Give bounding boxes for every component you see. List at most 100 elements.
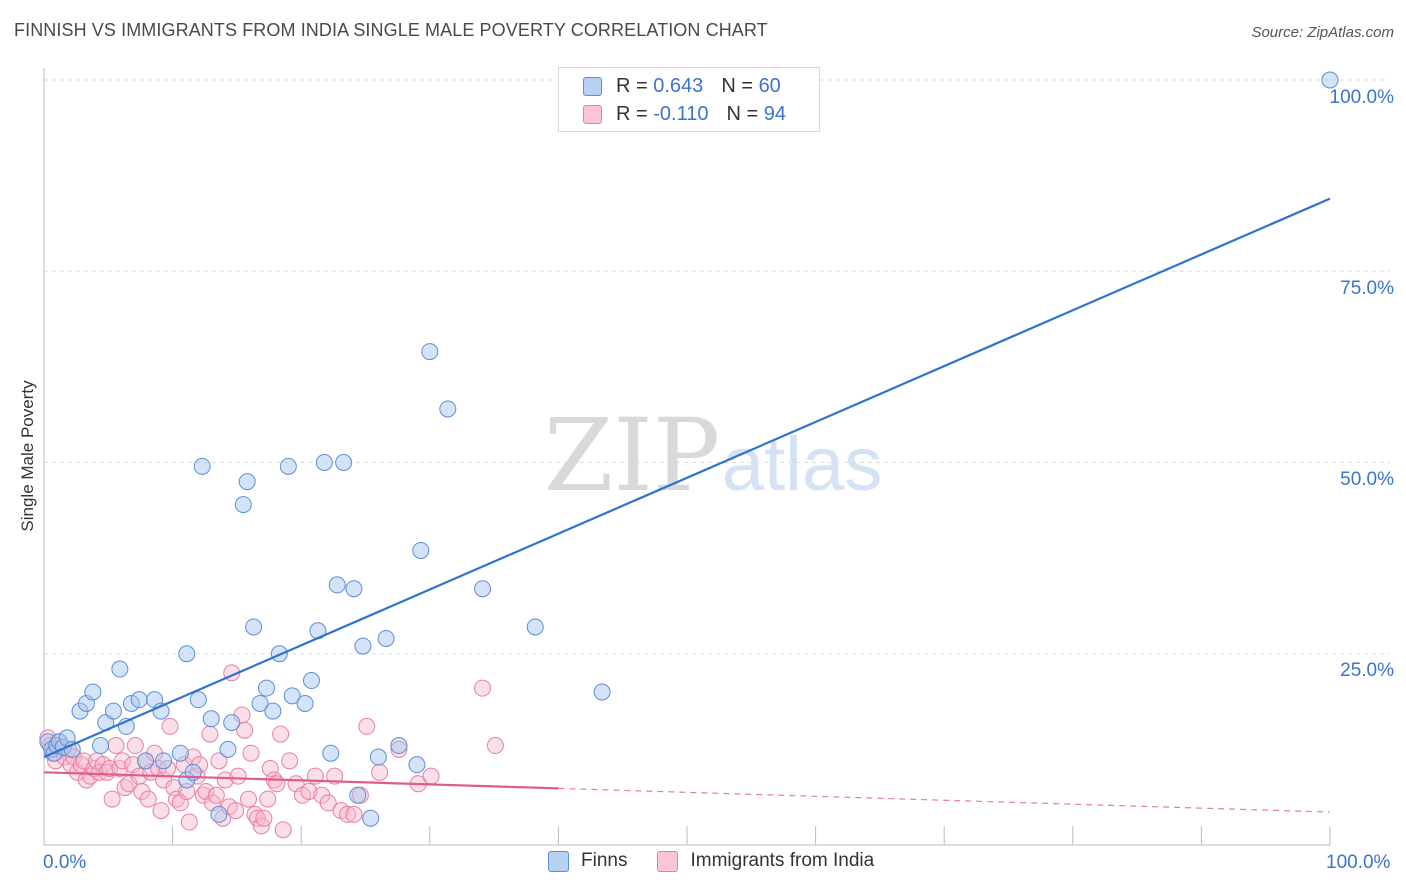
finns-point	[264, 702, 282, 720]
india-point	[474, 679, 492, 697]
finns-point	[1321, 71, 1339, 89]
india-point	[371, 763, 389, 781]
finns-point	[377, 629, 395, 647]
finns-trend-line	[43, 197, 1331, 759]
source-label: Source: ZipAtlas.com	[1251, 24, 1394, 41]
legend-row-india: R = -0.110 N = 94	[583, 100, 786, 128]
finns-legend-label: Finns	[581, 850, 628, 871]
watermark: ZIP atlas	[544, 397, 882, 514]
correlation-legend: R = 0.643 N = 60 R = -0.110 N = 94	[558, 67, 820, 132]
india-n-label: N =	[726, 102, 759, 125]
finns-r-value: 0.643	[653, 74, 704, 97]
india-point	[345, 805, 363, 823]
legend-item-finns[interactable]: Finns	[548, 850, 627, 872]
finns-point	[111, 660, 129, 678]
finns-point	[92, 737, 110, 755]
india-point	[126, 737, 144, 755]
finns-point	[302, 672, 320, 690]
finns-point	[421, 343, 439, 361]
india-point	[255, 809, 273, 827]
finns-point	[238, 473, 256, 491]
india-point	[422, 767, 440, 785]
finns-n-label: N =	[721, 74, 753, 97]
india-r-label: R =	[616, 102, 648, 125]
india-point	[248, 809, 266, 827]
finns-point	[593, 683, 611, 701]
finns-point	[526, 618, 544, 636]
india-point	[107, 737, 125, 755]
finns-point	[189, 691, 207, 709]
finns-point	[362, 809, 380, 827]
finns-point	[439, 400, 457, 418]
india-swatch	[583, 104, 602, 124]
finns-point	[296, 694, 314, 712]
y-tick-100: 100.0%	[1329, 87, 1394, 108]
india-point	[300, 782, 318, 800]
finns-point	[322, 744, 340, 762]
finns-point	[234, 496, 252, 514]
india-point	[161, 717, 179, 735]
watermark-atlas: atlas	[722, 422, 883, 507]
india-point	[201, 725, 219, 743]
finns-point	[219, 740, 237, 758]
india-point	[210, 752, 228, 770]
chart-title: FINNISH VS IMMIGRANTS FROM INDIA SINGLE …	[14, 20, 768, 40]
finns-point	[412, 541, 430, 559]
india-legend-swatch	[657, 850, 679, 872]
finns-point	[210, 805, 228, 823]
india-point	[274, 821, 292, 839]
india-point	[180, 813, 198, 831]
finns-point	[193, 457, 211, 475]
watermark-zip: ZIP	[544, 397, 720, 514]
india-point	[227, 802, 245, 820]
india-trend-line	[43, 771, 559, 790]
finns-point	[390, 737, 408, 755]
india-point	[216, 771, 234, 789]
india-point	[103, 790, 121, 808]
series-legend: Finns Immigrants from India	[548, 850, 904, 872]
finns-point	[245, 618, 263, 636]
india-point	[319, 794, 337, 812]
india-point	[326, 767, 344, 785]
finns-point	[354, 637, 372, 655]
india-point	[242, 744, 260, 762]
india-legend-label: Immigrants from India	[690, 850, 875, 871]
finns-point	[408, 756, 426, 774]
finns-point	[202, 710, 220, 728]
finns-points	[39, 71, 1339, 827]
india-point	[272, 725, 290, 743]
india-point	[113, 752, 131, 770]
finns-legend-swatch	[548, 850, 569, 872]
india-point	[338, 805, 356, 823]
india-point	[81, 767, 99, 785]
finns-point	[257, 679, 275, 697]
india-point	[259, 790, 277, 808]
india-point	[207, 786, 225, 804]
finns-point	[335, 454, 353, 471]
finns-point	[345, 580, 363, 598]
legend-item-india[interactable]: Immigrants from India	[657, 850, 874, 872]
finns-point	[349, 786, 367, 804]
y-tick-50: 50.0%	[1340, 469, 1394, 490]
india-point	[281, 752, 299, 770]
india-point	[268, 775, 286, 793]
finns-point	[279, 457, 297, 475]
finns-point	[130, 691, 148, 709]
legend-row-finns: R = 0.643 N = 60	[583, 72, 781, 100]
india-trend-extension	[558, 787, 1331, 813]
axes	[43, 68, 1331, 846]
trend-lines	[43, 197, 1331, 813]
india-point	[358, 717, 376, 735]
finns-swatch	[583, 76, 602, 96]
india-point	[261, 760, 279, 777]
finns-r-label: R =	[616, 74, 648, 97]
finns-point	[251, 694, 269, 712]
india-point	[139, 790, 157, 808]
india-point	[101, 760, 119, 777]
india-point	[239, 790, 257, 808]
india-r-value: -0.110	[653, 102, 709, 125]
y-tick-75: 75.0%	[1340, 278, 1394, 299]
x-tick-left: 0.0%	[43, 852, 87, 873]
finns-point	[315, 454, 333, 471]
